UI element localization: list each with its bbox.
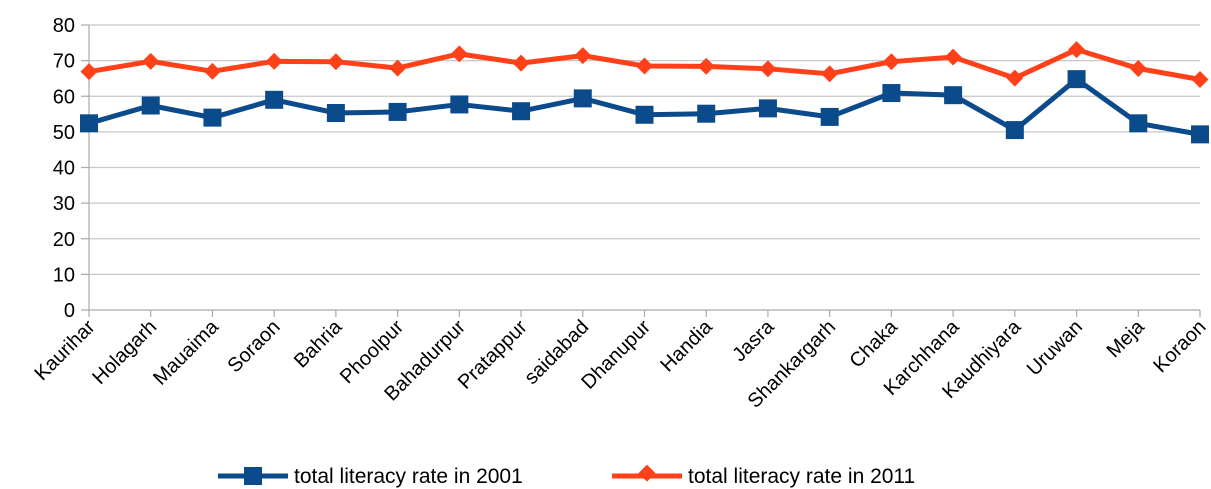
data-point xyxy=(636,57,653,75)
data-point xyxy=(697,57,715,75)
data-point xyxy=(1129,59,1147,77)
data-point xyxy=(512,54,530,72)
x-tick-label-mauaima: Mauaima xyxy=(149,315,223,389)
data-point xyxy=(1129,114,1148,133)
series-layer xyxy=(80,41,1209,144)
x-tick-label-holagarh: Holagarh xyxy=(88,316,161,389)
data-point xyxy=(203,108,222,127)
data-point xyxy=(758,99,777,118)
y-tick-label-60: 60 xyxy=(53,86,75,108)
x-tick-label-meja: Meja xyxy=(1103,315,1150,362)
data-point xyxy=(389,59,407,77)
y-tick-label-50: 50 xyxy=(53,122,75,144)
data-point xyxy=(1191,71,1209,88)
y-tick-label-0: 0 xyxy=(64,300,75,322)
legend: total literacy rate in 2001 total litera… xyxy=(218,464,915,488)
data-point xyxy=(265,90,284,109)
data-point xyxy=(327,53,345,71)
legend-item-2001: total literacy rate in 2001 xyxy=(218,465,523,488)
data-point xyxy=(821,65,839,83)
data-point xyxy=(574,47,592,65)
legend-marker-2011 xyxy=(638,464,656,482)
data-point xyxy=(265,52,283,70)
data-point xyxy=(450,45,468,63)
data-point xyxy=(80,114,98,133)
data-point xyxy=(1067,70,1086,89)
data-point xyxy=(635,105,654,124)
legend-item-2011: total literacy rate in 2011 xyxy=(612,464,915,488)
data-point xyxy=(882,53,900,71)
data-point xyxy=(759,60,777,78)
legend-label-2011: total literacy rate in 2011 xyxy=(688,465,915,488)
data-point xyxy=(944,48,962,66)
data-point xyxy=(882,84,901,103)
x-tick-label-koraon: Koraon xyxy=(1149,316,1210,377)
data-point xyxy=(1005,121,1024,140)
data-point xyxy=(1006,69,1024,87)
x-tick-label-chaka: Chaka xyxy=(845,315,902,372)
y-tick-label-30: 30 xyxy=(53,193,75,215)
legend-marker-2001 xyxy=(244,467,262,485)
series-2001 xyxy=(80,70,1209,144)
y-tick-label-80: 80 xyxy=(53,15,75,37)
data-point xyxy=(944,86,963,105)
y-tick-label-70: 70 xyxy=(53,51,75,73)
data-point xyxy=(820,107,839,126)
data-point xyxy=(697,104,716,123)
data-point xyxy=(450,95,469,114)
data-point xyxy=(80,63,98,81)
y-axis-ticks: 0 10 20 30 40 50 60 70 80 xyxy=(53,15,89,322)
data-point xyxy=(203,62,221,80)
data-point xyxy=(1191,125,1209,144)
series-2011 xyxy=(80,41,1209,88)
x-tick-label-uruwan: Uruwan xyxy=(1023,316,1087,380)
data-point xyxy=(326,103,345,122)
x-tick-label-handia: Handia xyxy=(656,315,717,376)
legend-label-2001: total literacy rate in 2001 xyxy=(294,465,523,488)
data-point xyxy=(141,96,160,115)
data-point xyxy=(1068,41,1086,59)
data-point xyxy=(573,89,592,108)
data-point xyxy=(142,52,160,70)
y-tick-label-10: 10 xyxy=(53,264,75,286)
x-tick-label-bahria: Bahria xyxy=(290,315,347,372)
x-tick-label-soraon: Soraon xyxy=(224,316,285,377)
y-tick-label-20: 20 xyxy=(53,229,75,251)
y-tick-label-40: 40 xyxy=(53,158,75,180)
data-point xyxy=(512,102,531,121)
x-tick-label-jasra: Jasra xyxy=(728,315,779,366)
data-point xyxy=(388,102,407,121)
